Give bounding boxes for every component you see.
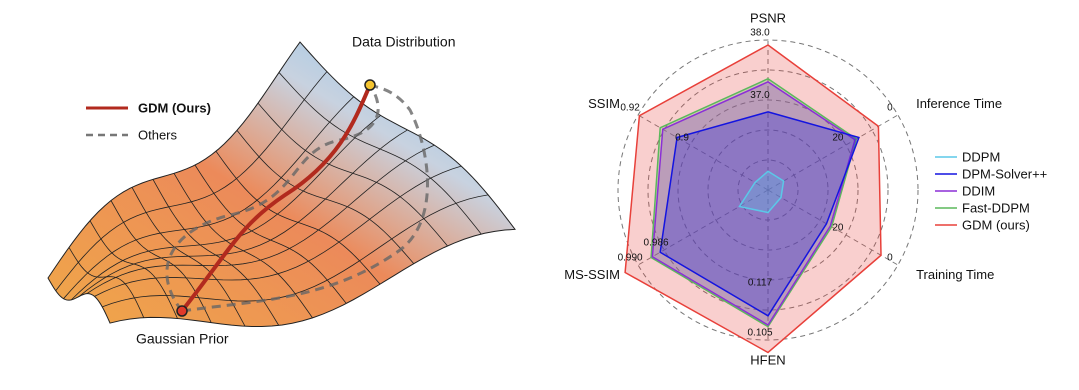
axis-line	[637, 189, 769, 266]
axis-label: SSIM	[588, 96, 620, 111]
bottom-label: Gaussian Prior	[136, 331, 229, 347]
tick-label: 0.105	[747, 328, 772, 339]
axis-label: MS-SSIM	[564, 267, 620, 282]
tick-label: 0.92	[620, 103, 640, 114]
axis-label: HFEN	[750, 352, 785, 367]
series-area	[659, 111, 860, 317]
axis-line	[767, 114, 899, 191]
surface-grid	[86, 144, 435, 294]
ring	[707, 129, 829, 251]
legend-label: DDIM	[962, 183, 995, 198]
tick-label: 37.0	[750, 90, 770, 101]
tick-label: 0	[887, 253, 893, 264]
series-area	[624, 44, 882, 354]
surface-grid	[78, 129, 408, 297]
ring	[647, 69, 889, 311]
ring	[617, 39, 919, 341]
axis-line	[767, 189, 899, 266]
series-area	[738, 170, 785, 214]
top-label: Data Distribution	[352, 34, 456, 50]
axis-label: PSNR	[750, 10, 786, 25]
other-path	[181, 83, 429, 313]
tick-label: 0.9	[675, 133, 689, 144]
surface-grid	[102, 194, 489, 308]
surface	[47, 41, 516, 328]
tick-label: 20	[832, 223, 844, 234]
data-point	[364, 79, 376, 91]
series-area	[650, 77, 858, 328]
legend-label: GDM (Ours)	[138, 100, 211, 115]
surface-grid	[94, 165, 462, 297]
legend-label: DPM-Solver++	[962, 166, 1047, 181]
axis-label: Inference Time	[916, 96, 1002, 111]
other-path	[165, 84, 380, 312]
tick-label: 38.0	[750, 28, 770, 39]
tick-label: 0.990	[618, 253, 643, 264]
tick-label: 20	[832, 133, 844, 144]
surface-grid	[63, 96, 355, 299]
gdm-path	[180, 84, 372, 313]
legend-label: GDM (ours)	[962, 217, 1030, 232]
surface-grid	[70, 115, 381, 301]
axis-line	[637, 114, 769, 191]
tick-label: 0.986	[644, 238, 669, 249]
axis-label: Training Time	[916, 267, 994, 282]
surface-grid	[55, 71, 328, 292]
tick-label: 0	[887, 103, 893, 114]
prior-point	[176, 305, 188, 317]
legend-label: DDPM	[962, 149, 1000, 164]
diagram	[47, 41, 516, 328]
legend-label: Fast-DDPM	[962, 200, 1030, 215]
radar-chart: PSNR 38.0 37.0 Inference Time 0 20 Training Ti…	[564, 10, 1047, 367]
series-area	[651, 81, 856, 327]
tick-label: 0.117	[748, 278, 773, 289]
legend-label: Others	[138, 127, 178, 142]
